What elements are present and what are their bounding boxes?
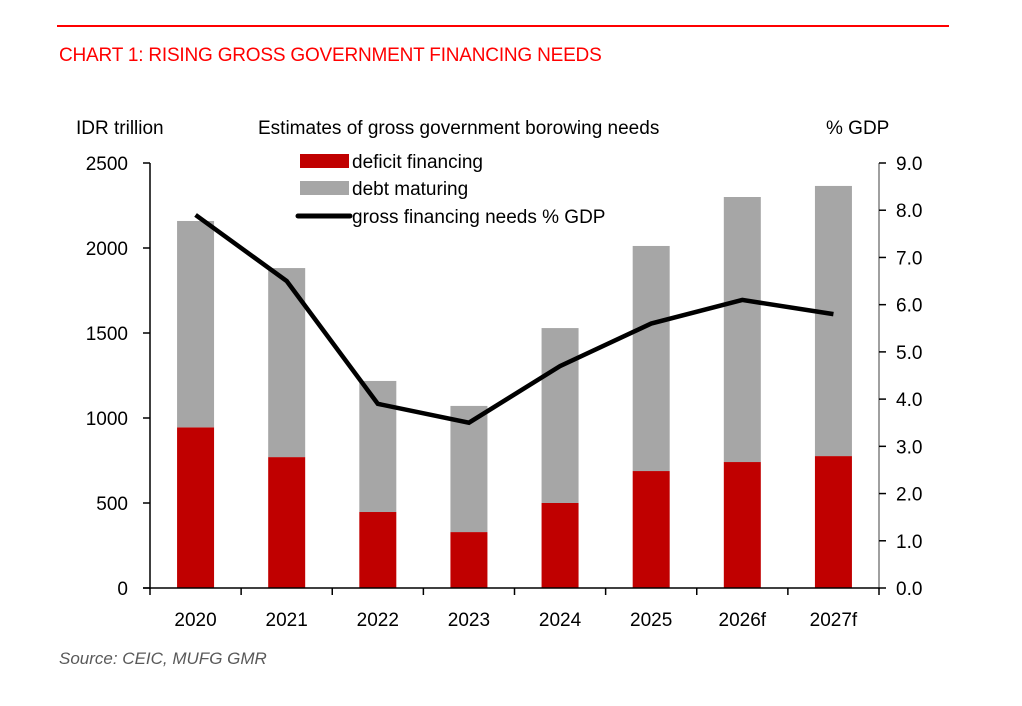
left-tick-label-2000: 2000 xyxy=(86,239,128,260)
legend-label-debt: debt maturing xyxy=(352,179,468,200)
axes-group: 0 500 1000 1500 2000 2500 0.0 1.0 2.0 3.0 4.0 5.0 6.… xyxy=(86,154,923,631)
bar-debt-2024 xyxy=(541,328,579,503)
bar-debt-2025 xyxy=(632,245,670,472)
line-gross-financing-needs xyxy=(194,213,834,426)
x-tick-label-2026f: 2026f xyxy=(719,610,767,631)
bar-debt-2023 xyxy=(450,405,488,533)
source-note: Source: CEIC, MUFG GMR xyxy=(59,649,267,668)
bar-debt-2026f xyxy=(723,197,761,463)
left-tick-label-2500: 2500 xyxy=(86,154,128,175)
right-tick-label-4.0: 4.0 xyxy=(896,390,922,411)
right-tick-label-9.0: 9.0 xyxy=(896,154,922,175)
right-tick-label-2.0: 2.0 xyxy=(896,485,922,506)
x-tick-label-2021: 2021 xyxy=(266,610,308,631)
bar-deficit-2024 xyxy=(541,503,579,588)
bar-deficit-2023 xyxy=(450,532,488,588)
bar-deficit-2022 xyxy=(359,512,397,588)
left-tick-label-0: 0 xyxy=(117,579,128,600)
bar-deficit-2026f xyxy=(723,462,761,588)
bar-deficit-2025 xyxy=(632,471,670,588)
x-tick-label-2023: 2023 xyxy=(448,610,490,631)
legend-swatch-debt xyxy=(300,181,349,195)
right-tick-label-3.0: 3.0 xyxy=(896,437,922,458)
title-rule xyxy=(57,25,949,27)
bars-group xyxy=(177,185,852,588)
left-tick-label-500: 500 xyxy=(96,494,128,515)
bar-deficit-2027f xyxy=(814,456,852,588)
x-tick-label-2020: 2020 xyxy=(174,610,216,631)
legend-label-line: gross financing needs % GDP xyxy=(352,207,605,228)
right-tick-label-8.0: 8.0 xyxy=(896,201,922,222)
left-axis-label: IDR trillion xyxy=(76,118,164,139)
legend-label-deficit: deficit financing xyxy=(352,152,483,173)
legend-swatch-deficit xyxy=(300,154,349,168)
x-tick-label-2027f: 2027f xyxy=(810,610,858,631)
right-tick-label-6.0: 6.0 xyxy=(896,296,922,317)
x-tick-label-2025: 2025 xyxy=(630,610,672,631)
chart-subtitle: Estimates of gross government borowing n… xyxy=(258,118,659,139)
left-tick-label-1000: 1000 xyxy=(86,409,128,430)
bar-deficit-2020 xyxy=(177,427,215,588)
right-tick-label-1.0: 1.0 xyxy=(896,532,922,553)
right-tick-label-0.0: 0.0 xyxy=(896,579,922,600)
legend: deficit financing debt maturing gross fi… xyxy=(295,152,605,228)
x-tick-label-2024: 2024 xyxy=(539,610,582,631)
bar-deficit-2021 xyxy=(268,457,306,588)
x-tick-label-2022: 2022 xyxy=(357,610,399,631)
bar-debt-2027f xyxy=(814,185,852,457)
bar-debt-2020 xyxy=(177,220,215,428)
line-group xyxy=(194,213,834,426)
chart-title: CHART 1: RISING GROSS GOVERNMENT FINANCI… xyxy=(59,45,602,66)
right-tick-label-5.0: 5.0 xyxy=(896,343,922,364)
right-tick-label-7.0: 7.0 xyxy=(896,248,922,269)
left-tick-label-1500: 1500 xyxy=(86,324,128,345)
right-axis-label: % GDP xyxy=(826,118,889,139)
